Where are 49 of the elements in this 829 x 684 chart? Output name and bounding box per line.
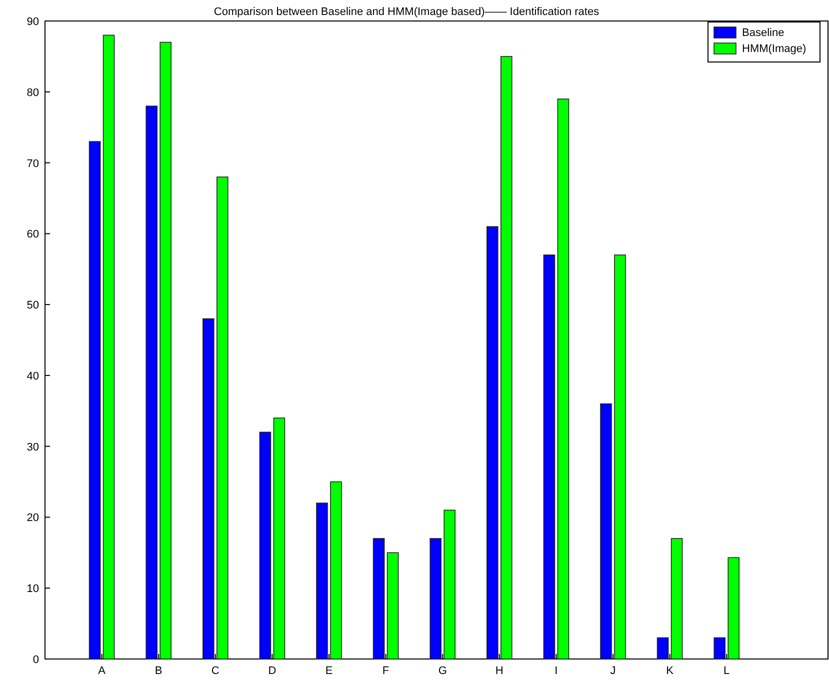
x-tick-label: J: [610, 665, 616, 677]
bar: [656, 637, 669, 660]
y-tick-label: 60: [26, 228, 39, 241]
legend-label: Baseline: [742, 27, 784, 39]
bar: [444, 510, 456, 660]
x-tick-label: F: [382, 665, 390, 677]
x-tick-label: D: [268, 665, 276, 677]
bar: [216, 176, 228, 660]
bar: [316, 502, 328, 660]
bar: [600, 403, 612, 660]
bar: [259, 432, 272, 660]
x-tick-label: H: [495, 665, 504, 677]
bar: [202, 318, 214, 660]
y-tick-label: 50: [26, 300, 39, 312]
x-tick-label: K: [666, 665, 674, 677]
bar: [160, 42, 172, 660]
x-tick-label: I: [554, 665, 558, 677]
bar: [543, 254, 556, 660]
bar: [372, 538, 385, 660]
bar: [102, 34, 115, 660]
x-tick-label: L: [724, 665, 730, 677]
y-tick-label: 70: [26, 158, 39, 170]
bar: [670, 538, 683, 660]
y-tick-label: 10: [26, 583, 39, 596]
bar: [273, 418, 286, 660]
x-tick-label: G: [438, 665, 447, 677]
y-tick-label: 20: [26, 512, 39, 524]
y-tick-label: 80: [26, 86, 39, 99]
bar: [557, 98, 570, 660]
bar: [714, 637, 726, 660]
x-tick-label: A: [98, 665, 106, 677]
chart-title: Comparison between Baseline and HMM(Image based)—— Identification rates: [214, 6, 600, 18]
bar: [386, 552, 399, 660]
bar: [500, 56, 512, 660]
x-tick-label: B: [154, 665, 162, 677]
bar: [330, 481, 342, 660]
bar: [614, 254, 626, 660]
legend-label: HMM(Image): [742, 43, 806, 55]
y-tick-label: 90: [26, 16, 39, 28]
x-tick-label: C: [211, 665, 220, 677]
bar: [430, 538, 442, 660]
bar: [146, 106, 158, 660]
y-tick-label: 40: [26, 370, 39, 382]
bar: [486, 226, 498, 660]
y-tick-label: 0: [32, 654, 39, 666]
y-tick-label: 30: [26, 441, 39, 454]
bar: [88, 141, 101, 660]
x-tick-label: E: [325, 665, 333, 677]
bar: [728, 557, 740, 660]
